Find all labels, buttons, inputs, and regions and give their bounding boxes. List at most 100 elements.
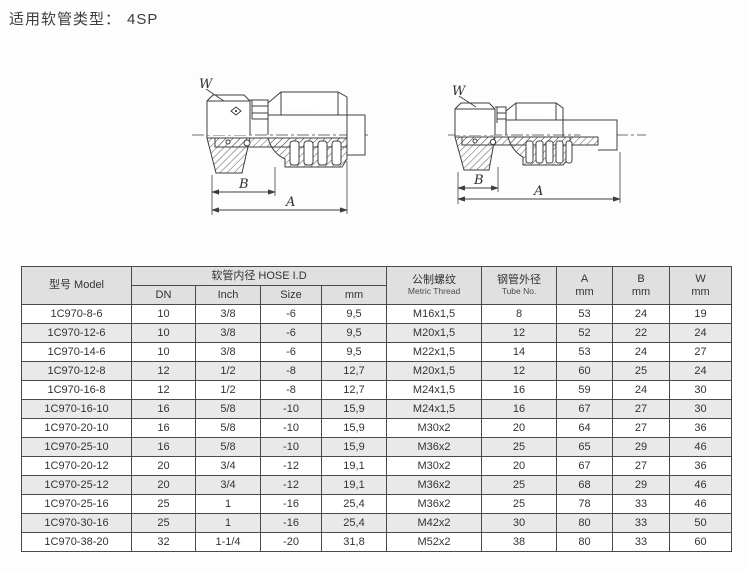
table-row: 1C970-38-20 32 1-1/4 -20 31,8 M52x2 38 80 33 60 (21, 532, 733, 552)
cell: 31,8 (320, 532, 388, 552)
cell: 14 (481, 342, 558, 362)
col-header-inch: Inch (195, 285, 261, 305)
cell: M24x1,5 (386, 380, 483, 400)
cell: 12,7 (320, 380, 388, 400)
cell: 33 (612, 494, 671, 514)
cell: 19,1 (320, 456, 388, 476)
cell: 15,9 (320, 437, 388, 457)
cell: 12,7 (320, 361, 388, 381)
cell: 5/8 (195, 418, 261, 438)
cell: 20 (481, 418, 558, 438)
cell: 1-1/4 (195, 532, 261, 552)
cell: 32 (131, 532, 196, 552)
cell-model: 1C970-14-6 (21, 342, 132, 362)
cell: M20x1,5 (386, 361, 483, 381)
cell: 67 (556, 399, 614, 419)
cell: M30x2 (386, 456, 483, 476)
cell-model: 1C970-12-8 (21, 361, 132, 381)
col-header-metric-thread: 公制螺纹 Metric Thread (386, 266, 483, 305)
cell: 38 (481, 532, 558, 552)
col-header-w: W mm (669, 266, 733, 305)
b-unit: mm (631, 285, 651, 298)
cell-model: 1C970-25-12 (21, 475, 132, 495)
cell: 46 (669, 494, 733, 514)
cell-model: 1C970-12-6 (21, 323, 132, 343)
table-row: 1C970-16-10 16 5/8 -10 15,9 M24x1,5 16 67 27 30 (21, 399, 733, 419)
b-dimension-label: B (473, 173, 484, 188)
cell: -8 (260, 361, 322, 381)
cell: -20 (260, 532, 322, 552)
cell: 36 (669, 456, 733, 476)
cell: -16 (260, 494, 322, 514)
table-row: 1C970-16-8 12 1/2 -8 12,7 M24x1,5 16 59 24 30 (21, 380, 733, 400)
cell: -6 (260, 323, 322, 343)
cell: -6 (260, 342, 322, 362)
cell: 10 (131, 304, 196, 324)
table-row: 1C970-12-8 12 1/2 -8 12,7 M20x1,5 12 60 25 24 (21, 361, 733, 381)
cell: 25,4 (320, 513, 388, 533)
table-row: 1C970-14-6 10 3/8 -6 9,5 M22x1,5 14 53 24 27 (21, 342, 733, 362)
cell: 16 (481, 399, 558, 419)
cell: -16 (260, 513, 322, 533)
cell-model: 1C970-20-10 (21, 418, 132, 438)
a-unit: mm (575, 285, 594, 298)
w-unit: mm (691, 285, 710, 298)
cell: 19,1 (320, 475, 388, 495)
cell: 20 (131, 475, 196, 495)
cell: M52x2 (386, 532, 483, 552)
cell: 24 (612, 304, 671, 324)
table-row: 1C970-20-12 20 3/4 -12 19,1 M30x2 20 67 27 36 (21, 456, 733, 476)
cell: 65 (556, 437, 614, 457)
cell: M42x2 (386, 513, 483, 533)
cell: 67 (556, 456, 614, 476)
cell: 36 (669, 418, 733, 438)
cell: 16 (481, 380, 558, 400)
cell-model: 1C970-25-16 (21, 494, 132, 514)
cell: -10 (260, 437, 322, 457)
cell: 3/8 (195, 323, 261, 343)
cell: 10 (131, 342, 196, 362)
cell: M22x1,5 (386, 342, 483, 362)
col-header-model: 型号 Model (21, 266, 132, 305)
cell: M36x2 (386, 475, 483, 495)
cell: 24 (612, 380, 671, 400)
cell: 5/8 (195, 399, 261, 419)
tube-en: Tube No. (501, 285, 537, 296)
cell: 1 (195, 494, 261, 514)
cell: 29 (612, 437, 671, 457)
cell: 24 (669, 361, 733, 381)
a-letter: A (580, 272, 589, 285)
table-row: 1C970-20-10 16 5/8 -10 15,9 M30x2 20 64 27 36 (21, 418, 733, 438)
cell-model: 1C970-25-10 (21, 437, 132, 457)
cell: 25 (131, 513, 196, 533)
page-title: 适用软管类型： 4SP (9, 8, 158, 29)
cell: 53 (556, 342, 614, 362)
fitting-drawing-left: W B A (190, 75, 370, 220)
hose-type-label: 适用软管类型： (9, 11, 122, 28)
cell: 9,5 (320, 304, 388, 324)
tube-cn: 钢管外径 (497, 274, 542, 287)
cell: -8 (260, 380, 322, 400)
cell: 1/2 (195, 380, 261, 400)
cell-model: 1C970-30-16 (21, 513, 132, 533)
cell: 8 (481, 304, 558, 324)
cell: 46 (669, 475, 733, 495)
cell: 12 (131, 361, 196, 381)
cell: 25 (481, 437, 558, 457)
table-row: 1C970-25-16 25 1 -16 25,4 M36x2 25 78 33 46 (21, 494, 733, 514)
col-header-dn: DN (131, 285, 196, 305)
cell: 3/8 (195, 304, 261, 324)
cell: 24 (669, 323, 733, 343)
cell: 1/2 (195, 361, 261, 381)
cell: 15,9 (320, 418, 388, 438)
cell: 68 (556, 475, 614, 495)
metric-thread-en: Metric Thread (407, 285, 461, 296)
cell: 46 (669, 437, 733, 457)
cell: 25 (481, 494, 558, 514)
cell: 78 (556, 494, 614, 514)
cell: 25 (612, 361, 671, 381)
cell: 33 (612, 532, 671, 552)
cell-model: 1C970-38-20 (21, 532, 132, 552)
cell: 30 (669, 399, 733, 419)
